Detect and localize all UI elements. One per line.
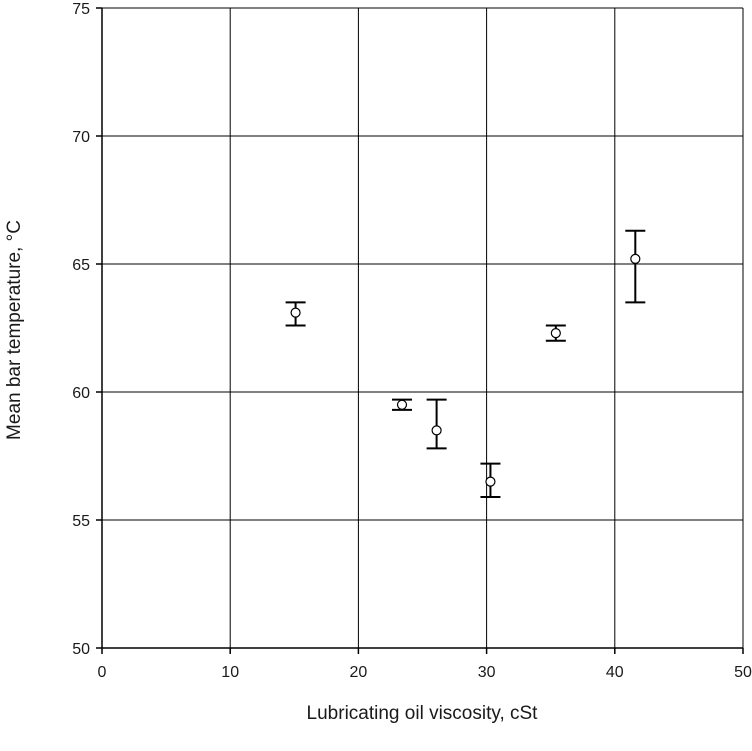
x-tick-label: 0 (98, 664, 107, 681)
data-point (630, 253, 641, 264)
y-tick-label: 65 (72, 257, 90, 274)
data-series (285, 229, 646, 498)
axes (96, 7, 744, 654)
y-tick-label: 70 (72, 129, 90, 146)
data-point (290, 307, 301, 318)
x-tick-label: 50 (734, 664, 752, 681)
y-axis-title: Mean bar temperature, °C (4, 220, 25, 440)
y-tick-label: 50 (72, 641, 90, 658)
x-tick-label: 40 (606, 664, 624, 681)
data-point (485, 476, 496, 487)
grid-lines (102, 7, 744, 648)
data-point (431, 425, 442, 436)
y-tick-label: 60 (72, 385, 90, 402)
tick-labels: 50 55 60 65 70 75 0 10 20 30 40 50 (72, 1, 752, 681)
x-tick-label: 20 (350, 664, 368, 681)
x-axis-title: Lubricating oil viscosity, cSt (307, 703, 539, 724)
x-tick-label: 10 (221, 664, 239, 681)
data-point (550, 328, 561, 339)
data-point (396, 399, 408, 410)
y-tick-label: 55 (72, 513, 90, 530)
x-tick-label: 30 (478, 664, 496, 681)
y-tick-label: 75 (72, 1, 90, 18)
